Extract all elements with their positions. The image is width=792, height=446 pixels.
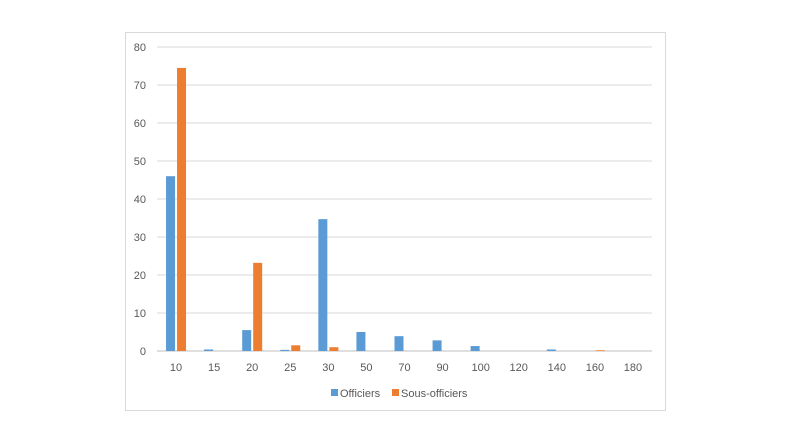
bar-officiers [166,176,176,351]
legend-label-officiers: Officiers [340,388,381,400]
x-tick-label: 120 [510,362,528,374]
x-tick-label: 140 [548,362,566,374]
bar-officiers [204,349,214,351]
bar-sous-officiers [291,345,301,351]
y-tick-label: 0 [140,346,146,358]
x-tick-label: 100 [471,362,489,374]
x-tick-label: 10 [170,362,182,374]
legend-swatch-officiers [331,389,338,396]
x-tick-label: 25 [284,362,296,374]
x-tick-label: 90 [436,362,448,374]
y-tick-label: 70 [134,80,146,92]
legend-label-sous-officiers: Sous-officiers [401,388,468,400]
x-tick-label: 15 [208,362,220,374]
y-tick-label: 40 [134,194,146,206]
bar-officiers [394,336,404,351]
x-tick-label: 160 [586,362,604,374]
x-tick-label: 20 [246,362,258,374]
x-tick-label: 180 [624,362,642,374]
bar-sous-officiers [177,67,187,352]
y-tick-label: 20 [134,270,146,282]
bar-officiers [280,349,290,351]
bar-officiers [470,346,480,351]
bar-officiers [242,330,252,351]
bar-officiers [356,332,366,351]
bar-officiers [318,219,328,351]
bar-sous-officiers [253,262,263,351]
y-tick-label: 80 [134,42,146,54]
legend-swatch-sous-officiers [392,389,399,396]
y-tick-label: 30 [134,232,146,244]
bar-sous-officiers [595,350,605,351]
y-tick-label: 50 [134,156,146,168]
y-tick-label: 10 [134,308,146,320]
x-tick-label: 30 [322,362,334,374]
bar-sous-officiers [329,347,339,351]
bar-officiers [546,349,556,351]
x-tick-label: 70 [398,362,410,374]
y-tick-label: 60 [134,118,146,130]
bar-officiers [432,340,442,351]
x-tick-label: 50 [360,362,372,374]
